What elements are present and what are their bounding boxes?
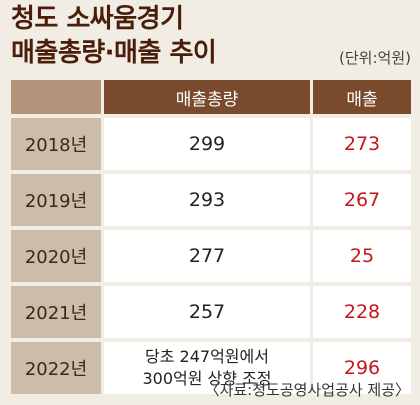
- sales-cell: 267: [313, 174, 411, 226]
- sales-cell: 273: [313, 118, 411, 170]
- sales-cell: 228: [313, 286, 411, 338]
- table-row: 2021년 257 228: [11, 286, 411, 338]
- total-cell: 257: [104, 286, 310, 338]
- total-cell: 293: [104, 174, 310, 226]
- header-total-sales-volume: 매출총량: [104, 80, 310, 114]
- total-cell: 277: [104, 230, 310, 282]
- title-line-2: 매출총량·매출 추이: [11, 38, 217, 68]
- unit-label: (단위:억원): [339, 49, 411, 67]
- table-row: 2019년 293 267: [11, 174, 411, 226]
- table-header: 매출총량 매출: [11, 80, 411, 114]
- table-row: 2020년 277 25: [11, 230, 411, 282]
- year-cell: 2020년: [11, 230, 101, 282]
- total-note-line-2: 300억원 상향 조정: [142, 369, 272, 388]
- total-note-line-1: 당초 247억원에서: [145, 347, 269, 366]
- header-sales: 매출: [313, 80, 411, 114]
- total-cell: 299: [104, 118, 310, 170]
- title-line-1: 청도 소싸움경기: [11, 4, 184, 34]
- chart-title: 청도 소싸움경기 매출총량·매출 추이: [11, 2, 217, 70]
- source-note: 〈자료:청도공영사업공사 제공〉: [204, 381, 410, 399]
- total-cell: 당초 247억원에서 300억원 상향 조정: [104, 342, 310, 394]
- year-cell: 2018년: [11, 118, 101, 170]
- year-cell: 2019년: [11, 174, 101, 226]
- year-cell: 2022년: [11, 342, 101, 394]
- data-table: 매출총량 매출 2018년 299 273 2019년 293 267 2020…: [11, 80, 411, 394]
- table-row: 2022년 당초 247억원에서 300억원 상향 조정 296: [11, 342, 411, 394]
- header-year-cell: [11, 80, 101, 114]
- table-row: 2018년 299 273: [11, 118, 411, 170]
- sales-cell: 25: [313, 230, 411, 282]
- sales-cell: 296: [313, 342, 411, 394]
- year-cell: 2021년: [11, 286, 101, 338]
